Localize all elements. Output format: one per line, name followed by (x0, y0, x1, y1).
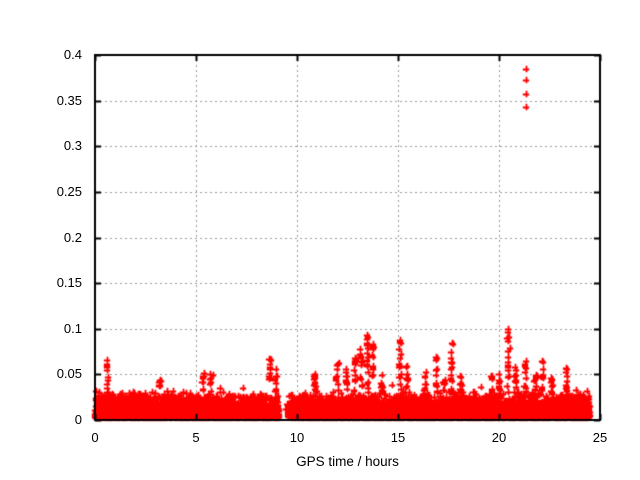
x-axis-label: GPS time / hours (296, 454, 399, 469)
